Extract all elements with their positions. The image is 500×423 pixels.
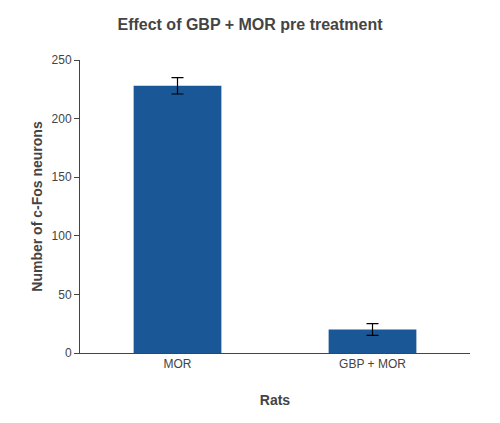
svg-text:100: 100 xyxy=(52,229,72,243)
svg-text:MOR: MOR xyxy=(164,357,192,371)
svg-text:200: 200 xyxy=(52,112,72,126)
svg-text:250: 250 xyxy=(52,53,72,67)
svg-text:Effect of GBP + MOR pre treatm: Effect of GBP + MOR pre treatment xyxy=(117,16,383,33)
svg-text:0: 0 xyxy=(65,346,72,360)
svg-text:Number of c-Fos neurons: Number of c-Fos neurons xyxy=(29,121,45,292)
svg-text:Rats: Rats xyxy=(260,392,291,408)
svg-text:GBP + MOR: GBP + MOR xyxy=(339,357,406,371)
svg-text:150: 150 xyxy=(52,170,72,184)
svg-text:50: 50 xyxy=(58,288,72,302)
